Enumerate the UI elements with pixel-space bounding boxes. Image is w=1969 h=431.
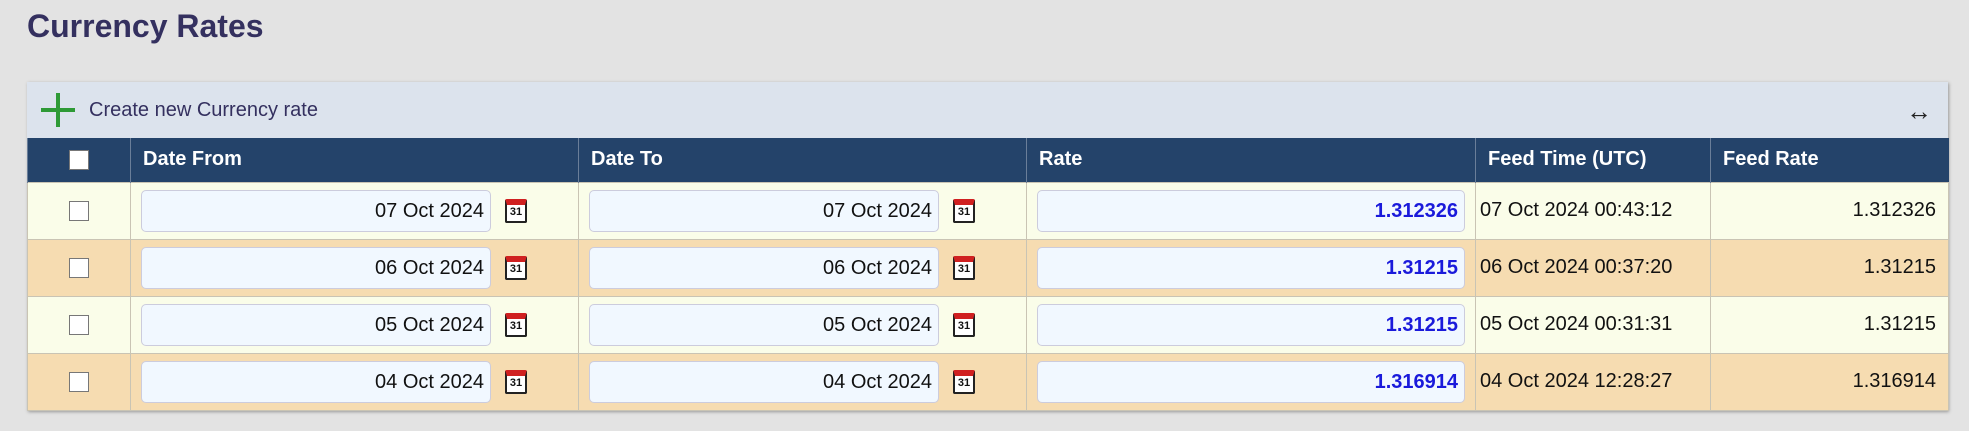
date-from-input[interactable]: 04 Oct 2024 <box>141 360 491 403</box>
calendar-icon[interactable]: 31 <box>505 312 527 337</box>
date-to-cell: 06 Oct 2024 31 <box>578 238 1027 297</box>
column-header-feed-time[interactable]: Feed Time (UTC) <box>1475 138 1711 182</box>
expand-arrows-icon[interactable]: ↔ <box>1906 96 1932 126</box>
feed-time-cell: 04 Oct 2024 12:28:27 <box>1475 352 1711 411</box>
rate-cell: 1.31215 <box>1026 238 1476 297</box>
currency-rates-table: Date From Date To Rate Feed Time (UTC) F… <box>27 138 1949 411</box>
feed-time-cell: 07 Oct 2024 00:43:12 <box>1475 181 1711 240</box>
rate-input[interactable]: 1.31215 <box>1037 246 1465 289</box>
calendar-icon[interactable]: 31 <box>953 369 975 394</box>
calendar-icon[interactable]: 31 <box>505 369 527 394</box>
column-header-feed-rate[interactable]: Feed Rate <box>1710 138 1949 182</box>
date-from-input[interactable]: 07 Oct 2024 <box>141 189 491 232</box>
row-checkbox[interactable] <box>69 257 89 278</box>
table-row: 04 Oct 2024 31 04 Oct 2024 31 1.316914 04 … <box>27 352 1949 411</box>
date-from-cell: 07 Oct 2024 31 <box>130 181 579 240</box>
column-header-date-to[interactable]: Date To <box>578 138 1027 182</box>
row-select-cell <box>27 238 131 297</box>
rate-input[interactable]: 1.312326 <box>1037 189 1465 232</box>
toolbar: Create new Currency rate ↔ <box>27 82 1948 138</box>
date-from-cell: 05 Oct 2024 31 <box>130 295 579 354</box>
date-to-input[interactable]: 07 Oct 2024 <box>589 189 939 232</box>
date-to-cell: 07 Oct 2024 31 <box>578 181 1027 240</box>
feed-rate-cell: 1.316914 <box>1710 352 1949 411</box>
row-select-cell <box>27 295 131 354</box>
table-row: 06 Oct 2024 31 06 Oct 2024 31 1.31215 06 O… <box>27 238 1949 297</box>
calendar-icon[interactable]: 31 <box>505 198 527 223</box>
column-header-date-from[interactable]: Date From <box>130 138 579 182</box>
row-checkbox[interactable] <box>69 200 89 221</box>
row-select-cell <box>27 352 131 411</box>
feed-rate-cell: 1.312326 <box>1710 181 1949 240</box>
table-row: 05 Oct 2024 31 05 Oct 2024 31 1.31215 05 O… <box>27 295 1949 354</box>
date-from-input[interactable]: 06 Oct 2024 <box>141 246 491 289</box>
calendar-icon[interactable]: 31 <box>505 255 527 280</box>
create-currency-rate-link[interactable]: Create new Currency rate <box>89 98 318 121</box>
row-select-cell <box>27 181 131 240</box>
date-from-input[interactable]: 05 Oct 2024 <box>141 303 491 346</box>
date-to-input[interactable]: 04 Oct 2024 <box>589 360 939 403</box>
page-title: Currency Rates <box>27 8 264 44</box>
row-checkbox[interactable] <box>69 314 89 335</box>
row-checkbox[interactable] <box>69 371 89 392</box>
date-to-cell: 04 Oct 2024 31 <box>578 352 1027 411</box>
date-to-input[interactable]: 06 Oct 2024 <box>589 246 939 289</box>
select-all-checkbox[interactable] <box>69 149 89 170</box>
plus-icon[interactable] <box>41 93 75 127</box>
currency-rates-panel: Create new Currency rate ↔ Date From Dat… <box>27 82 1949 411</box>
feed-rate-cell: 1.31215 <box>1710 238 1949 297</box>
select-all-header <box>27 138 131 182</box>
date-from-cell: 04 Oct 2024 31 <box>130 352 579 411</box>
calendar-icon[interactable]: 31 <box>953 312 975 337</box>
rate-input[interactable]: 1.31215 <box>1037 303 1465 346</box>
calendar-icon[interactable]: 31 <box>953 255 975 280</box>
rate-cell: 1.31215 <box>1026 295 1476 354</box>
column-header-rate[interactable]: Rate <box>1026 138 1476 182</box>
rate-cell: 1.312326 <box>1026 181 1476 240</box>
calendar-icon[interactable]: 31 <box>953 198 975 223</box>
date-to-input[interactable]: 05 Oct 2024 <box>589 303 939 346</box>
header-row: Date From Date To Rate Feed Time (UTC) F… <box>27 138 1949 182</box>
rate-cell: 1.316914 <box>1026 352 1476 411</box>
feed-rate-cell: 1.31215 <box>1710 295 1949 354</box>
feed-time-cell: 05 Oct 2024 00:31:31 <box>1475 295 1711 354</box>
feed-time-cell: 06 Oct 2024 00:37:20 <box>1475 238 1711 297</box>
date-to-cell: 05 Oct 2024 31 <box>578 295 1027 354</box>
rate-input[interactable]: 1.316914 <box>1037 360 1465 403</box>
table-row: 07 Oct 2024 31 07 Oct 2024 31 1.312326 07 … <box>27 181 1949 240</box>
date-from-cell: 06 Oct 2024 31 <box>130 238 579 297</box>
